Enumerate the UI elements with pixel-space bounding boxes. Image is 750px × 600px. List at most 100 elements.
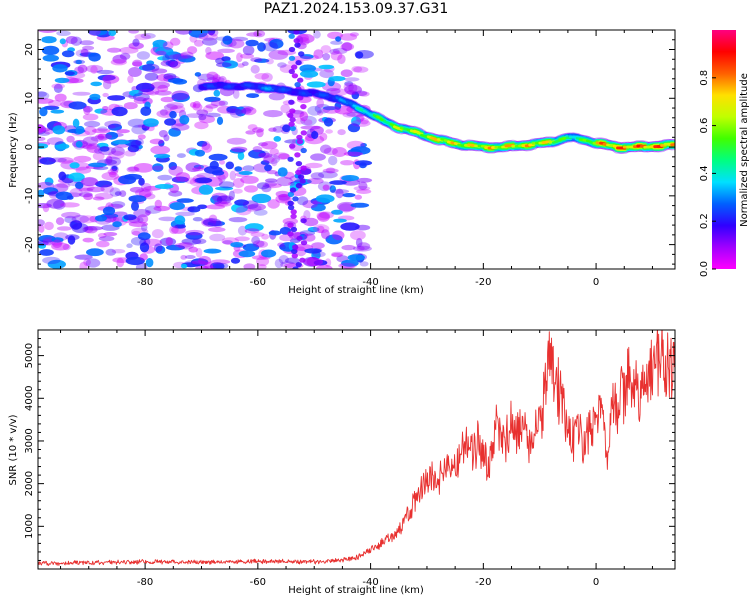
spectrogram-noise-blob bbox=[356, 246, 365, 251]
spectrogram-noise-blob bbox=[274, 258, 284, 269]
spectrogram-noise-blob bbox=[174, 215, 186, 225]
spectrogram-noise-blob bbox=[296, 139, 304, 145]
spectrogram-noise-blob bbox=[169, 61, 181, 69]
spectrogram-noise-blob bbox=[139, 239, 147, 247]
spectrogram-noise-blob bbox=[218, 100, 229, 106]
x-tick-label: -60 bbox=[250, 577, 266, 588]
spectrogram-noise-blob bbox=[350, 202, 370, 208]
spectrogram-noise-blob bbox=[289, 143, 296, 149]
spectrogram-noise-blob bbox=[316, 110, 324, 116]
snr-x-ticks: -80 -60 -40 -20 0 bbox=[60, 330, 653, 588]
spectrogram-ridge bbox=[197, 80, 675, 154]
spectrogram-noise-blob bbox=[159, 108, 168, 116]
spectrogram-noise-blob bbox=[288, 68, 295, 75]
spectrogram-noise-blob bbox=[198, 115, 215, 124]
spectrogram-noise-blob bbox=[60, 202, 80, 208]
spectrogram-noise-blob bbox=[295, 246, 307, 257]
spectrogram-noise-blob bbox=[294, 152, 301, 158]
spectrogram-noise-blob bbox=[297, 196, 309, 206]
spectrogram-noise-blob bbox=[127, 144, 140, 153]
spectrogram-noise-blob bbox=[41, 45, 60, 56]
snr-x-axis-label: Height of straight line (km) bbox=[288, 585, 424, 596]
spectrogram-noise-blob bbox=[254, 58, 270, 63]
spectrogram-noise-blob bbox=[358, 181, 368, 190]
spectrogram-noise-blob bbox=[198, 32, 218, 41]
spectrogram-noise-blob bbox=[315, 194, 335, 203]
spectrogram-noise-blob bbox=[88, 30, 101, 37]
spectrogram-noise-blob bbox=[83, 193, 93, 201]
spectrogram-noise-blob bbox=[48, 157, 67, 163]
spectrogram-noise-blob bbox=[295, 117, 306, 125]
colorbar-gradient bbox=[712, 30, 736, 269]
spectrogram-noise-blob bbox=[296, 235, 303, 241]
spectrogram-noise-blob bbox=[112, 221, 122, 228]
spectrogram-noise-blob bbox=[192, 238, 207, 245]
spectrogram-noise-blob bbox=[171, 123, 190, 131]
spectrogram-noise-blob bbox=[133, 209, 151, 218]
spectrogram-noise-blob bbox=[331, 209, 343, 215]
spectrogram-noise-blob bbox=[79, 261, 88, 269]
spectrogram-noise-blob bbox=[94, 192, 114, 200]
spectrogram-noise-blob bbox=[323, 147, 338, 156]
spectrogram-noise-blob bbox=[127, 118, 146, 128]
spectrogram-noise-blob bbox=[294, 42, 301, 48]
spectrogram-noise-blob bbox=[107, 47, 122, 53]
spectrogram-noise-blob bbox=[135, 138, 144, 146]
spectrogram-noise-blob bbox=[313, 30, 321, 39]
spectrogram-noise-blob bbox=[287, 222, 294, 228]
spectrogram-noise-blob bbox=[347, 123, 360, 133]
spectrogram-noise-blob bbox=[252, 146, 263, 153]
spectrogram-noise-blob bbox=[225, 161, 234, 170]
spectrogram-noise-blob bbox=[169, 225, 179, 235]
spectrogram-noise-blob bbox=[263, 110, 283, 118]
spectrogram-noise-blob bbox=[288, 99, 295, 105]
spectrogram-noise-blob bbox=[215, 36, 234, 42]
spectrogram-noise-blob bbox=[322, 53, 331, 61]
spectrogram-noise-blob bbox=[95, 215, 107, 222]
spectrogram-noise-blob bbox=[300, 130, 307, 136]
spectrogram-x-axis-label: Height of straight line (km) bbox=[288, 285, 424, 296]
spectrogram-noise-blob bbox=[204, 261, 214, 269]
spectrogram-noise-blob bbox=[289, 187, 297, 193]
spectrogram-noise-blob bbox=[263, 156, 275, 164]
spectrogram-noise-blob bbox=[356, 189, 372, 194]
spectrogram-noise-blob bbox=[84, 120, 101, 128]
spectrogram-noise-blob bbox=[38, 143, 48, 149]
spectrogram-noise-blob bbox=[265, 58, 274, 65]
spectrogram-x-ticks: -80 -60 -40 -20 0 bbox=[60, 30, 653, 288]
spectrogram-noise-blob bbox=[176, 153, 186, 159]
colorbar-ticks: 0.0 0.2 0.4 0.6 0.8 bbox=[699, 70, 716, 277]
spectrogram-noise-blob bbox=[129, 186, 145, 193]
spectrogram-noise-blob bbox=[320, 45, 332, 54]
spectrogram-noise-blob bbox=[163, 104, 178, 111]
x-tick-label: -40 bbox=[362, 577, 378, 588]
spectrogram-noise-blob bbox=[43, 105, 60, 111]
spectrogram-noise-blob bbox=[261, 233, 269, 240]
spectrogram-noise-blob bbox=[102, 92, 109, 98]
spectrogram-noise-blob bbox=[181, 238, 202, 245]
spectrogram-noise-blob bbox=[167, 59, 179, 68]
spectrogram-noise-blob bbox=[277, 242, 285, 248]
spectrogram-noise-blob bbox=[144, 193, 156, 200]
spectrogram-noise-blob bbox=[71, 215, 90, 224]
spectrogram-noise-blob bbox=[66, 135, 75, 143]
spectrogram-noise-blob bbox=[168, 165, 183, 176]
spectrogram-noise-blob bbox=[149, 138, 164, 145]
spectrogram-noise-blob bbox=[47, 259, 66, 269]
spectrogram-noise-blob bbox=[82, 237, 94, 243]
spectrogram-noise-blob bbox=[108, 171, 117, 178]
spectrogram-noise-blob bbox=[330, 189, 350, 194]
spectrogram-noise-blob bbox=[54, 77, 70, 84]
spectrogram-noise-blob bbox=[126, 166, 140, 173]
spectrogram-noise-blob bbox=[280, 261, 296, 268]
spectrogram-noise-blob bbox=[90, 65, 98, 74]
spectrogram-noise-blob bbox=[335, 188, 344, 199]
spectrogram-noise-blob bbox=[290, 226, 298, 233]
spectrogram-noise-blob bbox=[215, 186, 234, 191]
spectrogram-noise-blob bbox=[110, 59, 127, 66]
spectrogram-noise-blob bbox=[56, 183, 71, 188]
spectrogram-noise-blob bbox=[287, 191, 295, 197]
spectrogram-noise-blob bbox=[81, 176, 99, 187]
spectrogram-noise-blob bbox=[72, 118, 80, 128]
spectrogram-noise-blob bbox=[197, 204, 208, 210]
